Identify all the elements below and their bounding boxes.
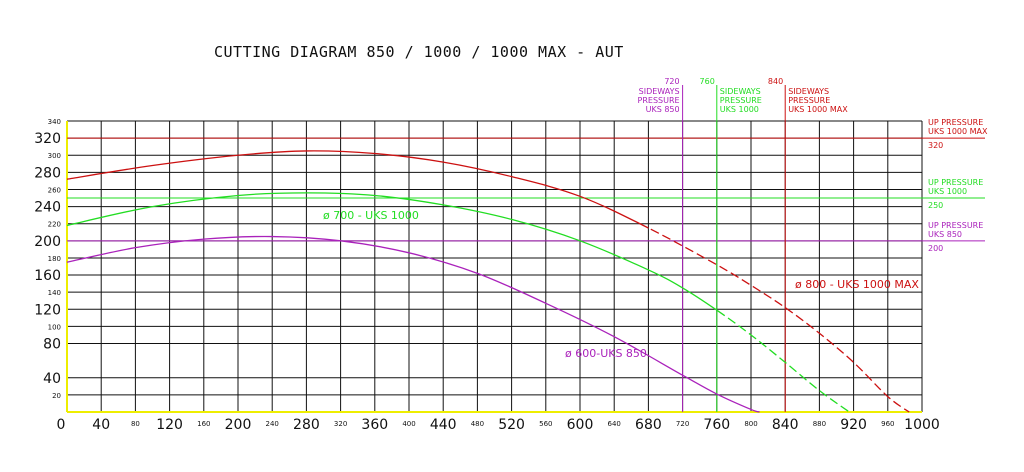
label-line: UKS 1000 MAX	[928, 127, 988, 136]
grid	[66, 120, 923, 413]
y-tick-label-minor: 20	[52, 392, 61, 400]
y-tick-label: 160	[34, 268, 61, 284]
y-tick-label-minor: 340	[48, 118, 61, 126]
x-tick-label-minor: 800	[744, 420, 757, 428]
x-tick-label: 600	[567, 417, 594, 433]
y-tick-label: 320	[34, 131, 61, 147]
sideways-pressure-value: 840	[768, 77, 783, 86]
x-tick-label-minor: 560	[539, 420, 552, 428]
label-line: PRESSURE	[720, 96, 762, 105]
x-tick-label-minor: 240	[266, 420, 279, 428]
curve-label: ø 600-UKS 850	[565, 347, 647, 360]
y-tick-label: 240	[34, 200, 61, 216]
up-pressure-label: UP PRESSURE UKS 850	[928, 221, 983, 239]
x-tick-label: 440	[430, 417, 457, 433]
chart-title: CUTTING DIAGRAM 850 / 1000 / 1000 MAX - …	[214, 43, 624, 61]
y-tick-label: 80	[43, 337, 61, 353]
label-line: UKS 850	[646, 105, 680, 114]
series-curve-dashed	[716, 309, 850, 413]
label-line: UKS 1000	[928, 187, 967, 196]
series-curve-dashed	[648, 227, 910, 413]
up-pressure-label: UP PRESSURE UKS 1000 MAX	[928, 118, 988, 136]
label-line: UKS 1000 MAX	[788, 105, 848, 114]
curve-label: ø 700 - UKS 1000	[323, 209, 419, 222]
y-tick-label-minor: 260	[48, 186, 61, 194]
x-tick-label: 920	[840, 417, 867, 433]
label-line: SIDEWAYS	[720, 87, 761, 96]
y-tick-label-minor: 100	[48, 323, 61, 331]
series-curve	[66, 150, 649, 229]
x-tick-label-minor: 160	[197, 420, 210, 428]
axis-ticks: 0 40 120 200 280 360 440 520 600 680 760 840 920 1000…	[34, 118, 940, 433]
y-tick-label-minor: 180	[48, 255, 61, 263]
x-tick-label: 280	[293, 417, 320, 433]
x-tick-label: 120	[156, 417, 183, 433]
x-tick-label: 360	[361, 417, 388, 433]
x-tick-label: 760	[703, 417, 730, 433]
x-tick-label: 520	[498, 417, 525, 433]
x-tick-label-minor: 960	[881, 420, 894, 428]
label-line: UP PRESSURE	[928, 178, 983, 187]
x-tick-label: 40	[92, 417, 110, 433]
reference-lines	[67, 85, 985, 412]
label-line: PRESSURE	[788, 96, 830, 105]
sideways-pressure-label: SIDEWAYS PRESSURE UKS 1000	[720, 87, 762, 114]
series-curve	[66, 235, 760, 413]
x-tick-label-minor: 80	[131, 420, 140, 428]
x-tick-label-minor: 320	[334, 420, 347, 428]
label-line: SIDEWAYS	[639, 87, 680, 96]
up-pressure-value: 200	[928, 244, 943, 253]
label-line: SIDEWAYS	[788, 87, 829, 96]
label-line: PRESSURE	[638, 96, 680, 105]
sideways-pressure-label: SIDEWAYS PRESSURE UKS 1000 MAX	[788, 87, 848, 114]
y-tick-label-minor: 300	[48, 152, 61, 160]
label-line: UKS 1000	[720, 105, 759, 114]
y-tick-label: 120	[34, 302, 61, 318]
x-tick-label-minor: 880	[813, 420, 826, 428]
x-tick-label-minor: 640	[608, 420, 621, 428]
y-tick-label-minor: 220	[48, 221, 61, 229]
up-pressure-value: 250	[928, 201, 943, 210]
x-tick-label: 680	[635, 417, 662, 433]
label-line: UKS 850	[928, 230, 962, 239]
up-pressure-value: 320	[928, 141, 943, 150]
curves	[66, 150, 910, 413]
y-tick-label-minor: 140	[48, 289, 61, 297]
x-tick-label: 840	[772, 417, 799, 433]
y-tick-label: 200	[34, 234, 61, 250]
sideways-pressure-label: SIDEWAYS PRESSURE UKS 850	[638, 87, 680, 114]
x-tick-label-minor: 480	[471, 420, 484, 428]
sideways-pressure-value: 720	[664, 77, 679, 86]
sideways-pressure-value: 760	[700, 77, 715, 86]
curve-label: ø 800 - UKS 1000 MAX	[795, 278, 919, 291]
y-tick-label: 40	[43, 371, 61, 387]
series-curve	[66, 192, 717, 311]
label-line: UP PRESSURE	[928, 221, 983, 230]
up-pressure-label: UP PRESSURE UKS 1000	[928, 178, 983, 196]
x-tick-label-minor: 400	[402, 420, 415, 428]
x-tick-label: 0	[57, 417, 66, 433]
label-line: UP PRESSURE	[928, 118, 983, 127]
x-tick-label: 1000	[904, 417, 940, 433]
y-tick-label: 280	[34, 165, 61, 181]
x-tick-label-minor: 720	[676, 420, 689, 428]
x-tick-label: 200	[225, 417, 252, 433]
